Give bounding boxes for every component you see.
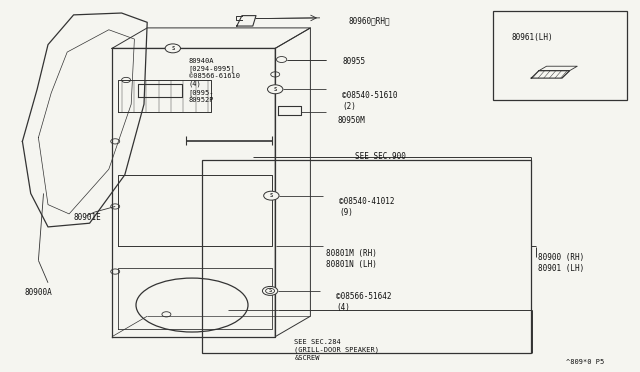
- Text: 80960〈RH〉: 80960〈RH〉: [349, 16, 390, 25]
- Text: SEE SEC.284
(GRILL-DOOR SPEAKER)
&SCREW: SEE SEC.284 (GRILL-DOOR SPEAKER) &SCREW: [294, 339, 380, 361]
- Bar: [493, 11, 627, 100]
- Text: ©08540-51610
(2): ©08540-51610 (2): [342, 91, 398, 111]
- Bar: [202, 160, 531, 353]
- Circle shape: [262, 286, 278, 295]
- Text: 80901E: 80901E: [74, 213, 101, 222]
- Text: S: S: [268, 288, 272, 294]
- Text: 80801M (RH)
80801N (LH): 80801M (RH) 80801N (LH): [326, 249, 377, 269]
- Text: 80955: 80955: [342, 57, 365, 66]
- Text: 80950M: 80950M: [338, 116, 365, 125]
- Circle shape: [268, 85, 283, 94]
- Text: ©08540-41012
(9): ©08540-41012 (9): [339, 197, 395, 217]
- Text: 80900A: 80900A: [24, 288, 52, 296]
- Text: 80900 (RH)
80901 (LH): 80900 (RH) 80901 (LH): [538, 253, 584, 273]
- Text: S: S: [269, 193, 273, 198]
- Circle shape: [165, 44, 180, 53]
- Text: SEE SEC.900: SEE SEC.900: [355, 152, 406, 161]
- Text: 80961(LH): 80961(LH): [512, 33, 554, 42]
- Text: ^809*0 P5: ^809*0 P5: [566, 359, 605, 365]
- Text: S: S: [171, 46, 175, 51]
- Text: S: S: [273, 87, 277, 92]
- Text: 80940A
[0294-0995]
©08566-61610
(4)
[0995-
80952P: 80940A [0294-0995] ©08566-61610 (4) [099…: [189, 58, 240, 103]
- Circle shape: [264, 191, 279, 200]
- Text: ©08566-51642
(4): ©08566-51642 (4): [336, 292, 392, 312]
